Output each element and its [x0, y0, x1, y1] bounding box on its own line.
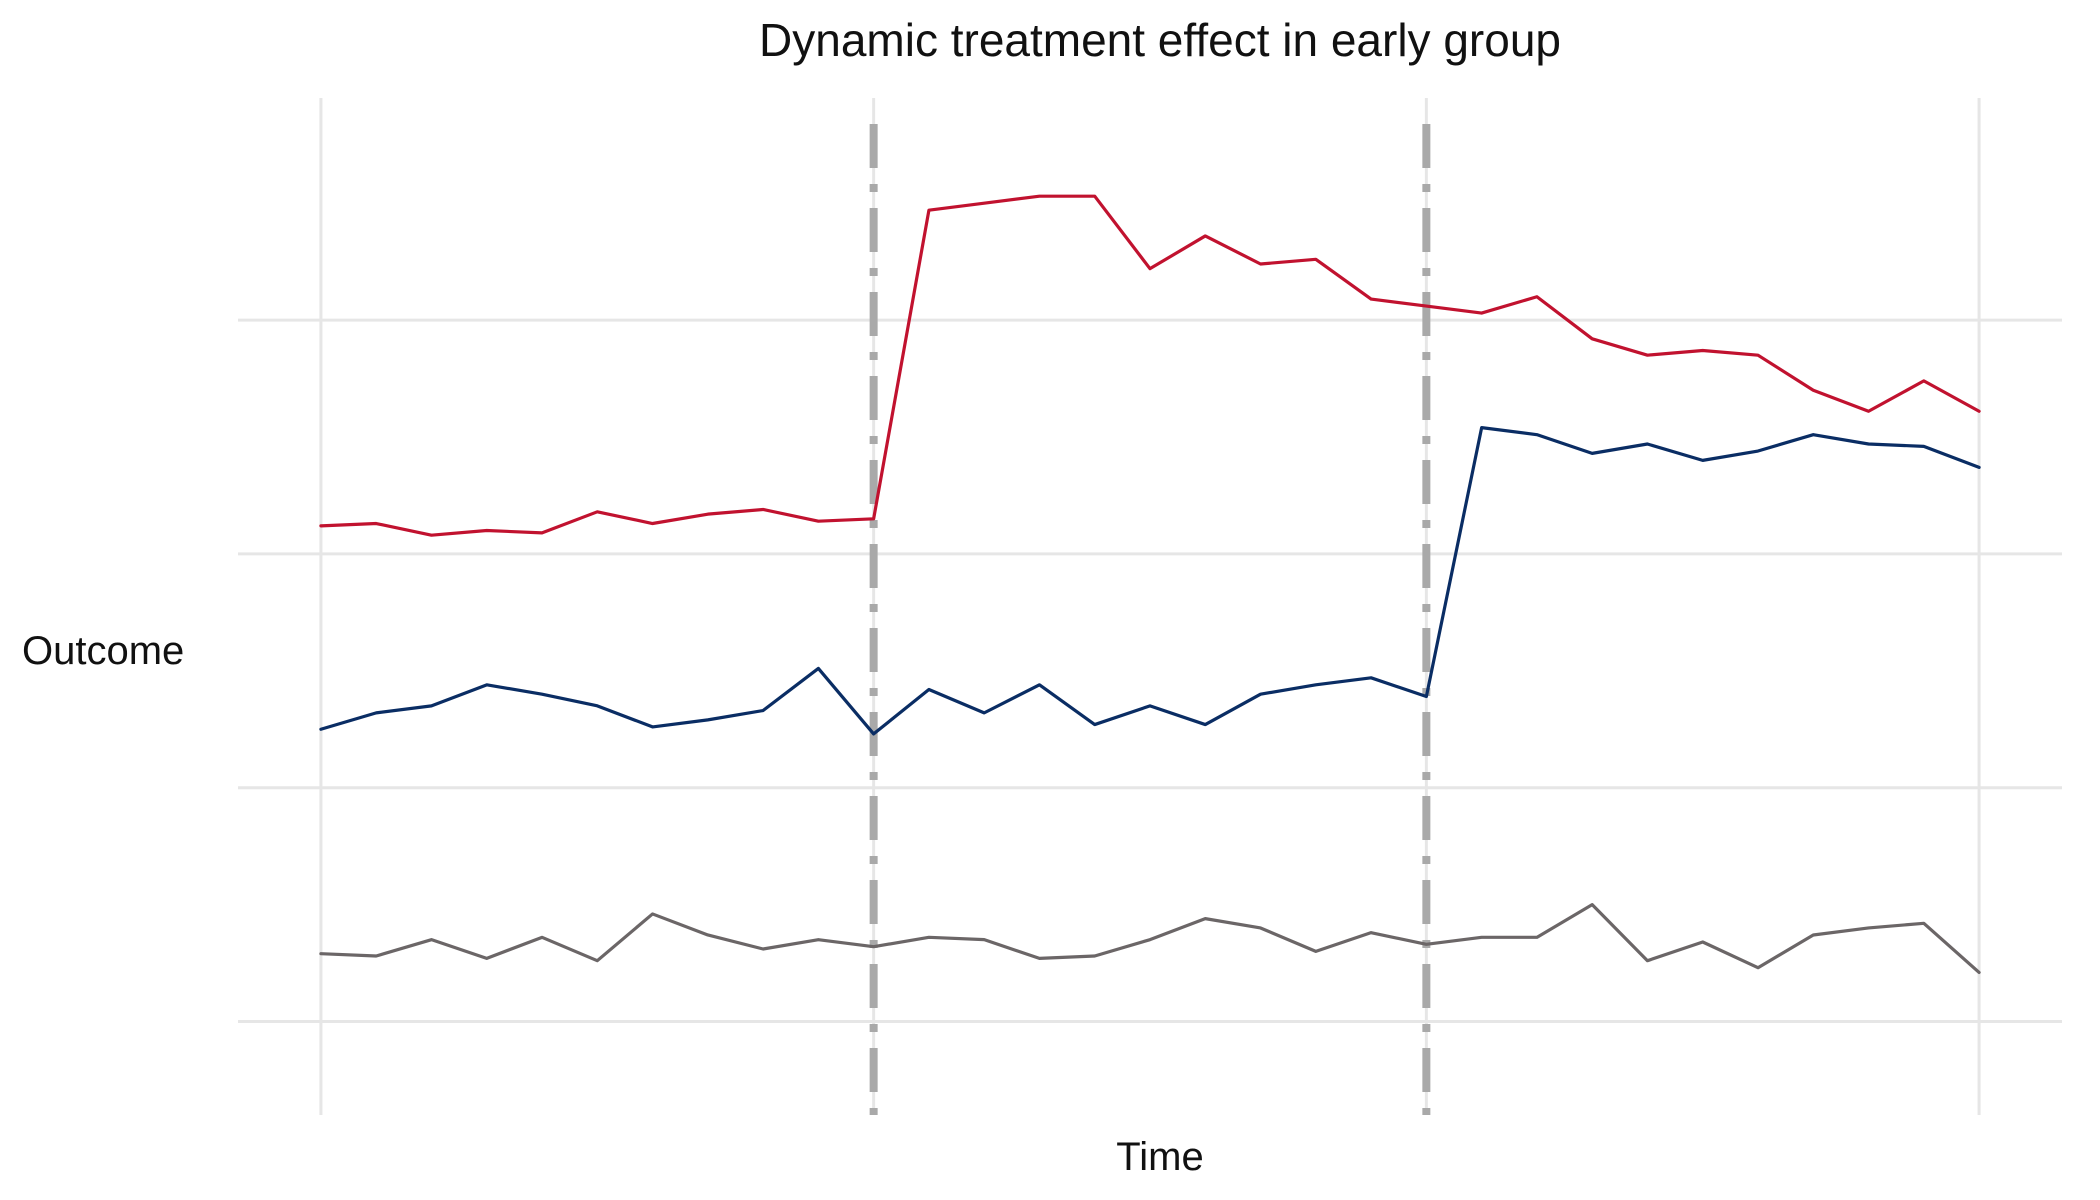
grid	[238, 98, 2062, 1115]
series-lines	[319, 194, 1981, 974]
x-axis-label: Time	[1116, 1135, 1203, 1179]
series-line-3	[319, 902, 1981, 974]
event-lines	[869, 124, 1431, 1115]
chart-title: Dynamic treatment effect in early group	[759, 14, 1561, 66]
y-axis-label: Outcome	[22, 629, 184, 673]
series-line-1	[319, 194, 1981, 537]
series-line-2	[319, 426, 1981, 736]
